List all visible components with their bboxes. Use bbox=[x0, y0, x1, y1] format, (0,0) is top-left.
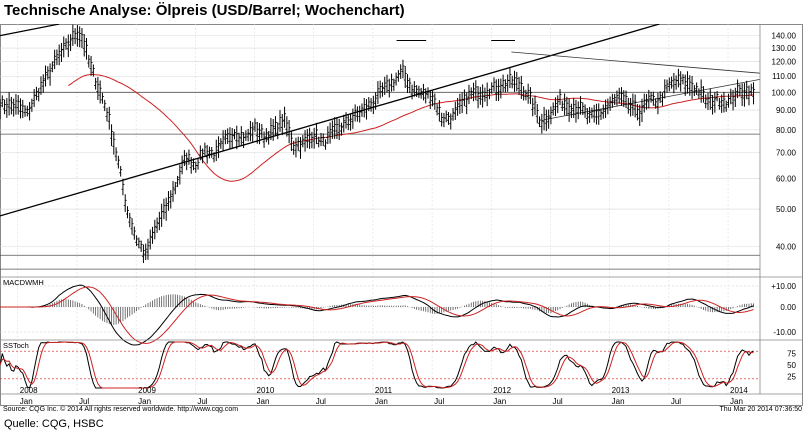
moving-average bbox=[68, 73, 754, 182]
month-tick-label: Jul bbox=[552, 397, 562, 406]
stoch-panel: SSToch 75 50 25 bbox=[0, 339, 803, 389]
price-tick-label: 110.00 bbox=[772, 72, 796, 81]
month-tick-label: Jan bbox=[20, 397, 33, 406]
month-tick-label: Jul bbox=[316, 397, 326, 406]
month-tick-label: Jan bbox=[375, 397, 388, 406]
chart-frame bbox=[0, 24, 803, 406]
macd-line bbox=[0, 284, 754, 346]
month-tick-label: Jul bbox=[434, 397, 444, 406]
macd-tick-label: +10.00 bbox=[771, 282, 796, 291]
stoch-tick-label: 25 bbox=[787, 373, 796, 382]
chart-timestamp: Thu Mar 20 2014 07:36:50 bbox=[719, 406, 802, 413]
candlesticks bbox=[0, 24, 756, 264]
stoch-k-line bbox=[0, 341, 754, 389]
price-tick-label: 120.00 bbox=[772, 58, 797, 67]
year-tick-label: 2008 bbox=[20, 386, 38, 395]
macd-indicator-label: MACDWMH bbox=[3, 278, 44, 287]
triangle-lower-edge bbox=[544, 78, 761, 121]
year-tick-label: 2009 bbox=[138, 386, 156, 395]
price-tick-label: 80.00 bbox=[776, 126, 797, 135]
price-tick-label: 40.00 bbox=[776, 243, 797, 252]
grid-layer bbox=[0, 24, 760, 394]
month-tick-label: Jul bbox=[197, 397, 207, 406]
month-tick-label: Jul bbox=[671, 397, 681, 406]
stoch-d-line bbox=[0, 341, 754, 389]
price-axis: 40.00 50.00 60.00 70.00 80.00 90.00 100.00 110.… bbox=[759, 24, 797, 394]
year-tick-label: 2011 bbox=[375, 386, 393, 395]
year-tick-label: 2013 bbox=[612, 386, 630, 395]
stoch-indicator-label: SSToch bbox=[3, 341, 29, 350]
chart-svg: 40.00 50.00 60.00 70.00 80.00 90.00 100.00 110.… bbox=[0, 24, 803, 413]
month-tick-label: Jul bbox=[79, 397, 89, 406]
macd-signal-line bbox=[0, 286, 754, 344]
moving-average-line bbox=[68, 73, 754, 182]
stoch-tick-label: 75 bbox=[787, 350, 796, 359]
source-note: Quelle: CQG, HSBC bbox=[4, 418, 104, 430]
trendline-long-term bbox=[0, 24, 660, 217]
price-tick-label: 90.00 bbox=[776, 106, 797, 115]
year-tick-label: 2014 bbox=[730, 386, 748, 395]
month-tick-label: Jan bbox=[257, 397, 270, 406]
reference-levels bbox=[0, 91, 760, 270]
trendlines bbox=[0, 24, 761, 217]
trendline-upper-left bbox=[0, 24, 60, 37]
macd-panel: MACDWMH +10.00 0.00 -10.00 bbox=[0, 276, 803, 346]
year-tick-label: 2010 bbox=[257, 386, 275, 395]
month-tick-label: Jan bbox=[612, 397, 625, 406]
month-tick-label: Jan bbox=[138, 397, 151, 406]
month-tick-label: Jan bbox=[730, 397, 743, 406]
price-tick-label: 130.00 bbox=[772, 44, 797, 53]
triangle-upper-edge bbox=[511, 51, 761, 74]
price-tick-label: 60.00 bbox=[776, 174, 797, 183]
stoch-tick-label: 50 bbox=[787, 361, 796, 370]
price-tick-label: 140.00 bbox=[772, 32, 797, 41]
price-tick-label: 70.00 bbox=[776, 148, 797, 157]
chart-title: Technische Analyse: Ölpreis (USD/Barrel;… bbox=[4, 2, 405, 19]
price-tick-label: 100.00 bbox=[772, 88, 797, 97]
year-tick-label: 2012 bbox=[493, 386, 511, 395]
copyright-note: Source: CQG Inc. © 2014 All rights reser… bbox=[3, 405, 238, 413]
price-tick-label: 50.00 bbox=[776, 205, 797, 214]
month-tick-label: Jan bbox=[493, 397, 506, 406]
time-axis: Jan Jul Jan Jul Jan Jul Jan Jul Jan Jul Jan Jul Jan 2… bbox=[0, 386, 803, 406]
macd-tick-label: -10.00 bbox=[773, 328, 796, 337]
macd-tick-label: 0.00 bbox=[780, 303, 796, 312]
